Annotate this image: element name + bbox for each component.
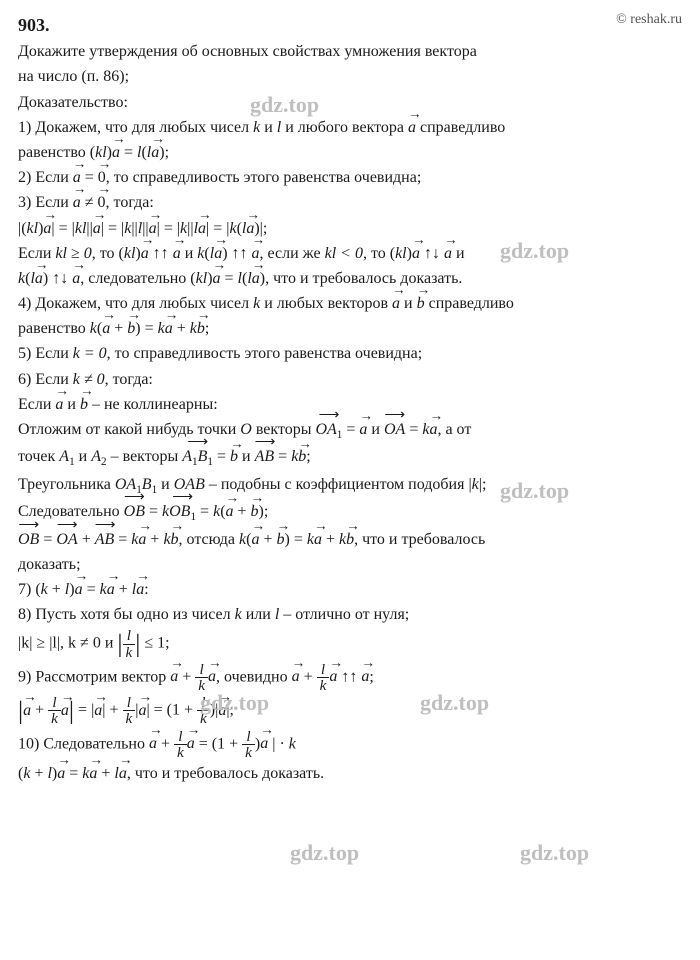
math-line: |k| ≥ |l|, k ≠ 0 и |lk| ≤ 1; [18,628,682,659]
text-line: k(la) ↑↓ a, следовательно (kl)a = l(la),… [18,267,682,290]
text-line: 10) Следовательно a + lka = (1 + lk)a | … [18,729,682,760]
math-line: |a + lka| = |a| + lk|a| = (1 + lk)|a|; [18,695,682,726]
text-line: равенство (kl)a = l(la); [18,141,682,164]
text-line: 8) Пусть хотя бы одно из чисел k или l –… [18,603,682,626]
text-line: 4) Докажем, что для любых чисел k и любы… [18,292,682,315]
watermark: gdz.top [520,840,589,866]
text-line: Треугольника OA1B1 и OAB – подобны с коэ… [18,473,682,498]
text-line: (k + l)a = ka + la, что и требовалось до… [18,762,682,785]
text-line: 7) (k + l)a = ka + la: [18,578,682,601]
text-line: Если kl ≥ 0, то (kl)a ↑↑ a и k(la) ↑↑ a,… [18,242,682,265]
math-line: |(kl)a| = |kl||a| = |k||l||a| = |k||la| … [18,217,682,240]
text-line: равенство k(a + b) = ka + kb; [18,317,682,340]
text-line: 9) Рассмотрим вектор a + lka, очевидно a… [18,662,682,693]
text-line: Докажите утверждения об основных свойств… [18,40,682,63]
text-line: Доказательство: [18,91,682,114]
text-line: 6) Если k ≠ 0, тогда: [18,368,682,391]
copyright: © reshak.ru [616,12,682,28]
text-line: на число (п. 86); [18,65,682,88]
text-line: 2) Если a = 0, то справедливость этого р… [18,166,682,189]
text-line: Если a и b – не коллинеарны: [18,393,682,416]
text-line: Отложим от какой нибудь точки O векторы … [18,418,682,443]
text-line: OB = OA + AB = ka + kb, отсюда k(a + b) … [18,528,682,551]
problem-number: 903. [18,12,682,38]
watermark: gdz.top [290,840,359,866]
text-line: точек A1 и A2 – векторы A1B1 = b и AB = … [18,445,682,470]
text-line: 5) Если k = 0, то справедливость этого р… [18,342,682,365]
page-body: 903. Докажите утверждения об основных св… [0,0,700,799]
text-line: 3) Если a ≠ 0, тогда: [18,191,682,214]
